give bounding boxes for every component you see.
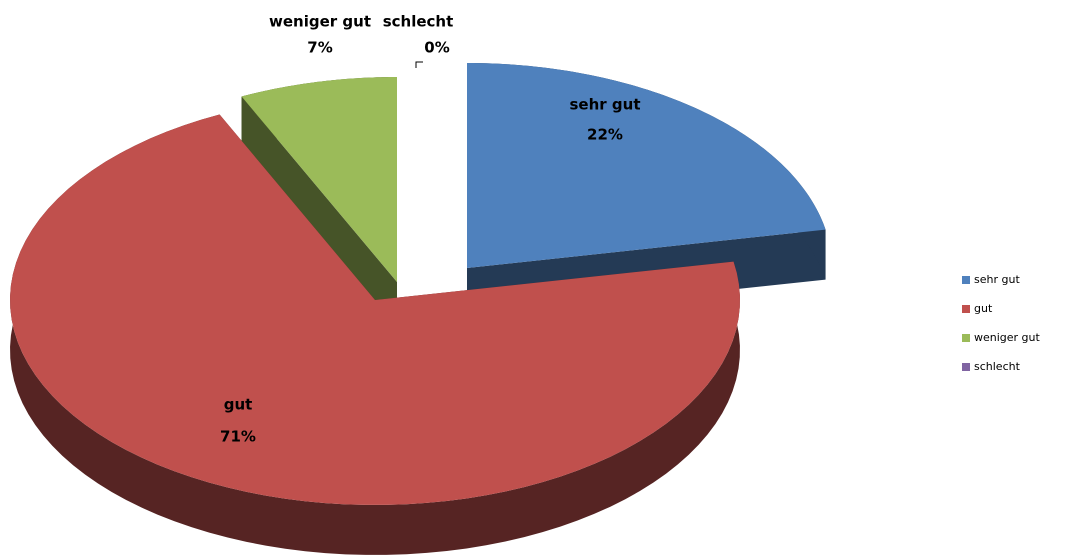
pie-slice <box>241 77 397 332</box>
slice-value: 7% <box>307 39 332 57</box>
slice-top <box>10 114 740 505</box>
legend-swatch <box>962 276 970 284</box>
legend-label: sehr gut <box>974 273 1020 286</box>
slice-label: weniger gut <box>269 13 371 31</box>
legend-swatch <box>962 305 970 313</box>
legend-label: gut <box>974 302 993 315</box>
leader-line <box>415 61 423 68</box>
slice-label: gut <box>224 396 253 414</box>
slice-wall <box>241 96 397 332</box>
slice-top <box>467 63 826 268</box>
slice-top <box>241 77 397 282</box>
slice-value: 22% <box>587 126 623 144</box>
legend-label: schlecht <box>974 360 1021 373</box>
slice-value: 0% <box>424 39 449 57</box>
slice-label: schlecht <box>383 13 454 31</box>
legend-swatch <box>962 363 970 371</box>
slice-label: sehr gut <box>570 96 641 114</box>
pie-slice <box>10 114 740 555</box>
legend-label: weniger gut <box>974 331 1041 344</box>
slice-value: 71% <box>220 428 256 446</box>
legend-swatch <box>962 334 970 342</box>
